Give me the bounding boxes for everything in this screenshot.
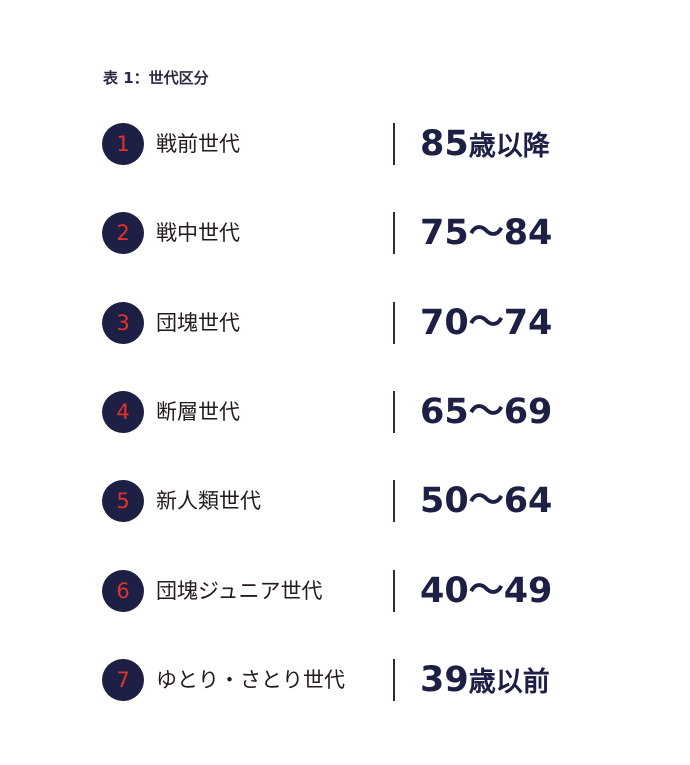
table-row: 5 新人類世代 50〜64 (102, 480, 602, 522)
table-row: 1 戦前世代 85歳以降 (102, 123, 602, 165)
number-badge: 4 (102, 391, 144, 433)
age-range: 39歳以前 (420, 659, 550, 704)
generation-label: 戦前世代 (156, 132, 240, 156)
divider (393, 391, 395, 433)
age-range: 40〜49 (420, 570, 552, 615)
table-row: 6 団塊ジュニア世代 40〜49 (102, 570, 602, 612)
table-row: 7 ゆとり・さとり世代 39歳以前 (102, 659, 602, 701)
age-value: 65〜69 (420, 392, 553, 432)
age-suffix: 歳以降 (468, 131, 550, 162)
generation-label: 戦中世代 (156, 221, 240, 245)
number-badge: 5 (102, 480, 144, 522)
generation-label: 断層世代 (156, 400, 240, 424)
generation-label: 団塊世代 (156, 311, 240, 335)
generation-label: 新人類世代 (156, 489, 261, 513)
table-row: 2 戦中世代 75〜84 (102, 212, 602, 254)
divider (393, 123, 395, 165)
table-row: 3 団塊世代 70〜74 (102, 302, 602, 344)
table-row: 4 断層世代 65〜69 (102, 391, 602, 433)
age-range: 75〜84 (420, 212, 552, 257)
age-value: 85 (420, 124, 469, 164)
age-value: 50〜64 (420, 481, 553, 521)
divider (393, 570, 395, 612)
divider (393, 480, 395, 522)
age-range: 65〜69 (420, 391, 552, 436)
age-value: 75〜84 (420, 213, 553, 253)
number-badge: 3 (102, 302, 144, 344)
divider (393, 302, 395, 344)
age-range: 50〜64 (420, 480, 552, 525)
number-badge: 7 (102, 659, 144, 701)
age-value: 40〜49 (420, 571, 553, 611)
number-badge: 6 (102, 570, 144, 612)
table-caption: 表 1：世代区分 (103, 69, 209, 87)
age-value: 70〜74 (420, 303, 553, 343)
age-range: 70〜74 (420, 302, 552, 347)
age-range: 85歳以降 (420, 123, 550, 168)
age-suffix: 歳以前 (468, 667, 550, 698)
number-badge: 1 (102, 123, 144, 165)
divider (393, 659, 395, 701)
number-badge: 2 (102, 212, 144, 254)
generation-label: ゆとり・さとり世代 (156, 668, 345, 692)
generation-label: 団塊ジュニア世代 (156, 579, 323, 603)
age-value: 39 (420, 660, 469, 700)
divider (393, 212, 395, 254)
